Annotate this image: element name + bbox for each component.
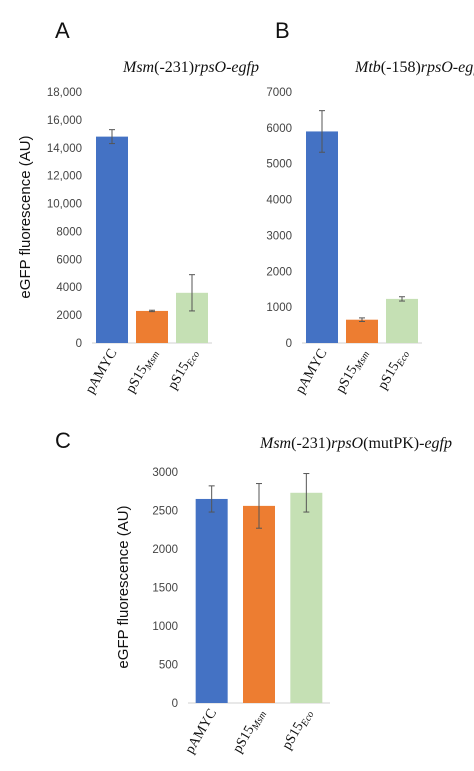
category-label: pS15Msm [333,347,372,397]
bar [346,319,378,343]
category-label: pS15Eco [280,707,317,754]
y-tick-label: 1000 [266,302,292,314]
bar [386,298,418,343]
y-tick-label: 2000 [152,544,178,556]
y-tick-label: 4000 [56,282,82,294]
chart-title-part: (mutPK)- [363,435,424,452]
panel-letter: A [55,18,70,43]
y-axis-label: eGFP fluorescence (AU) [115,505,132,668]
y-tick-label: 10,000 [47,199,82,211]
category-label: pS15Msm [123,347,162,397]
bar [195,498,228,703]
chart-title: Msm(-231)rpsO(mutPK)-egfp [259,435,452,452]
chart-title-part: rpsO [331,435,363,452]
category-label: pS15Msm [230,707,269,757]
chart-title: Mtb(-158)rpsO-egfp [354,59,474,76]
bar [306,131,338,343]
chart-title-part: (-158) [381,59,421,76]
chart-title: Msm(-231)rpsO-egfp [122,59,259,76]
y-tick-label: 16,000 [47,115,82,127]
y-tick-label: 0 [286,338,292,350]
category-label: pS15Eco [165,347,202,394]
bar [96,136,128,343]
category-label-main: pAMYC [183,707,220,757]
y-tick-label: 2000 [56,310,82,322]
chart-title-part: Msm [122,59,154,76]
y-tick-label: 3000 [266,230,292,242]
y-tick-label: 1500 [152,583,178,595]
y-tick-label: 6000 [266,123,292,135]
category-label: pAMYC [83,347,120,397]
y-tick-label: 14,000 [47,143,82,155]
panel-letter: C [55,428,71,453]
chart-title-part: rpsO-egfp [421,59,474,76]
category-label: pAMYC [293,347,330,397]
bar [290,492,323,703]
y-tick-label: 4000 [266,195,292,207]
bar [243,505,275,703]
chart-title-part: egfp [424,435,452,452]
category-label: pS15Eco [375,347,412,394]
category-label-main: pAMYC [83,347,120,397]
y-tick-label: 18,000 [47,87,82,99]
y-tick-label: 12,000 [47,171,82,183]
panel-c-chart: C Msm(-231)rpsO(mutPK)-egfp 0 500 1000 1500 20… [55,428,452,757]
y-axis-label: eGFP fluorescence (AU) [17,135,34,298]
panel-a-chart: A Msm(-231)rpsO-egfp 0 2000 4000 6000 8000 10,0… [17,18,259,397]
panel-letter: B [275,18,290,43]
y-tick-label: 8000 [56,226,82,238]
chart-title-part: Msm [259,435,291,452]
y-tick-label: 6000 [56,254,82,266]
y-tick-label: 0 [76,338,82,350]
chart-title-part: (-231) [154,59,194,76]
y-tick-label: 0 [172,698,178,710]
category-label: pAMYC [183,707,220,757]
chart-title-part: rpsO-egfp [194,59,259,76]
y-tick-label: 2500 [152,506,178,518]
y-tick-label: 3000 [152,467,178,479]
y-tick-label: 5000 [266,159,292,171]
y-tick-label: 1000 [152,621,178,633]
y-tick-label: 500 [159,660,178,672]
y-tick-label: 7000 [266,87,292,99]
panel-b-chart: B Mtb(-158)rpsO-egfp 0 1000 2000 3000 4000 5000… [266,18,474,397]
bar [136,310,168,343]
y-tick-label: 2000 [266,266,292,278]
chart-title-part: (-231) [291,435,331,452]
chart-title-part: Mtb [354,59,381,76]
category-label-main: pAMYC [293,347,330,397]
